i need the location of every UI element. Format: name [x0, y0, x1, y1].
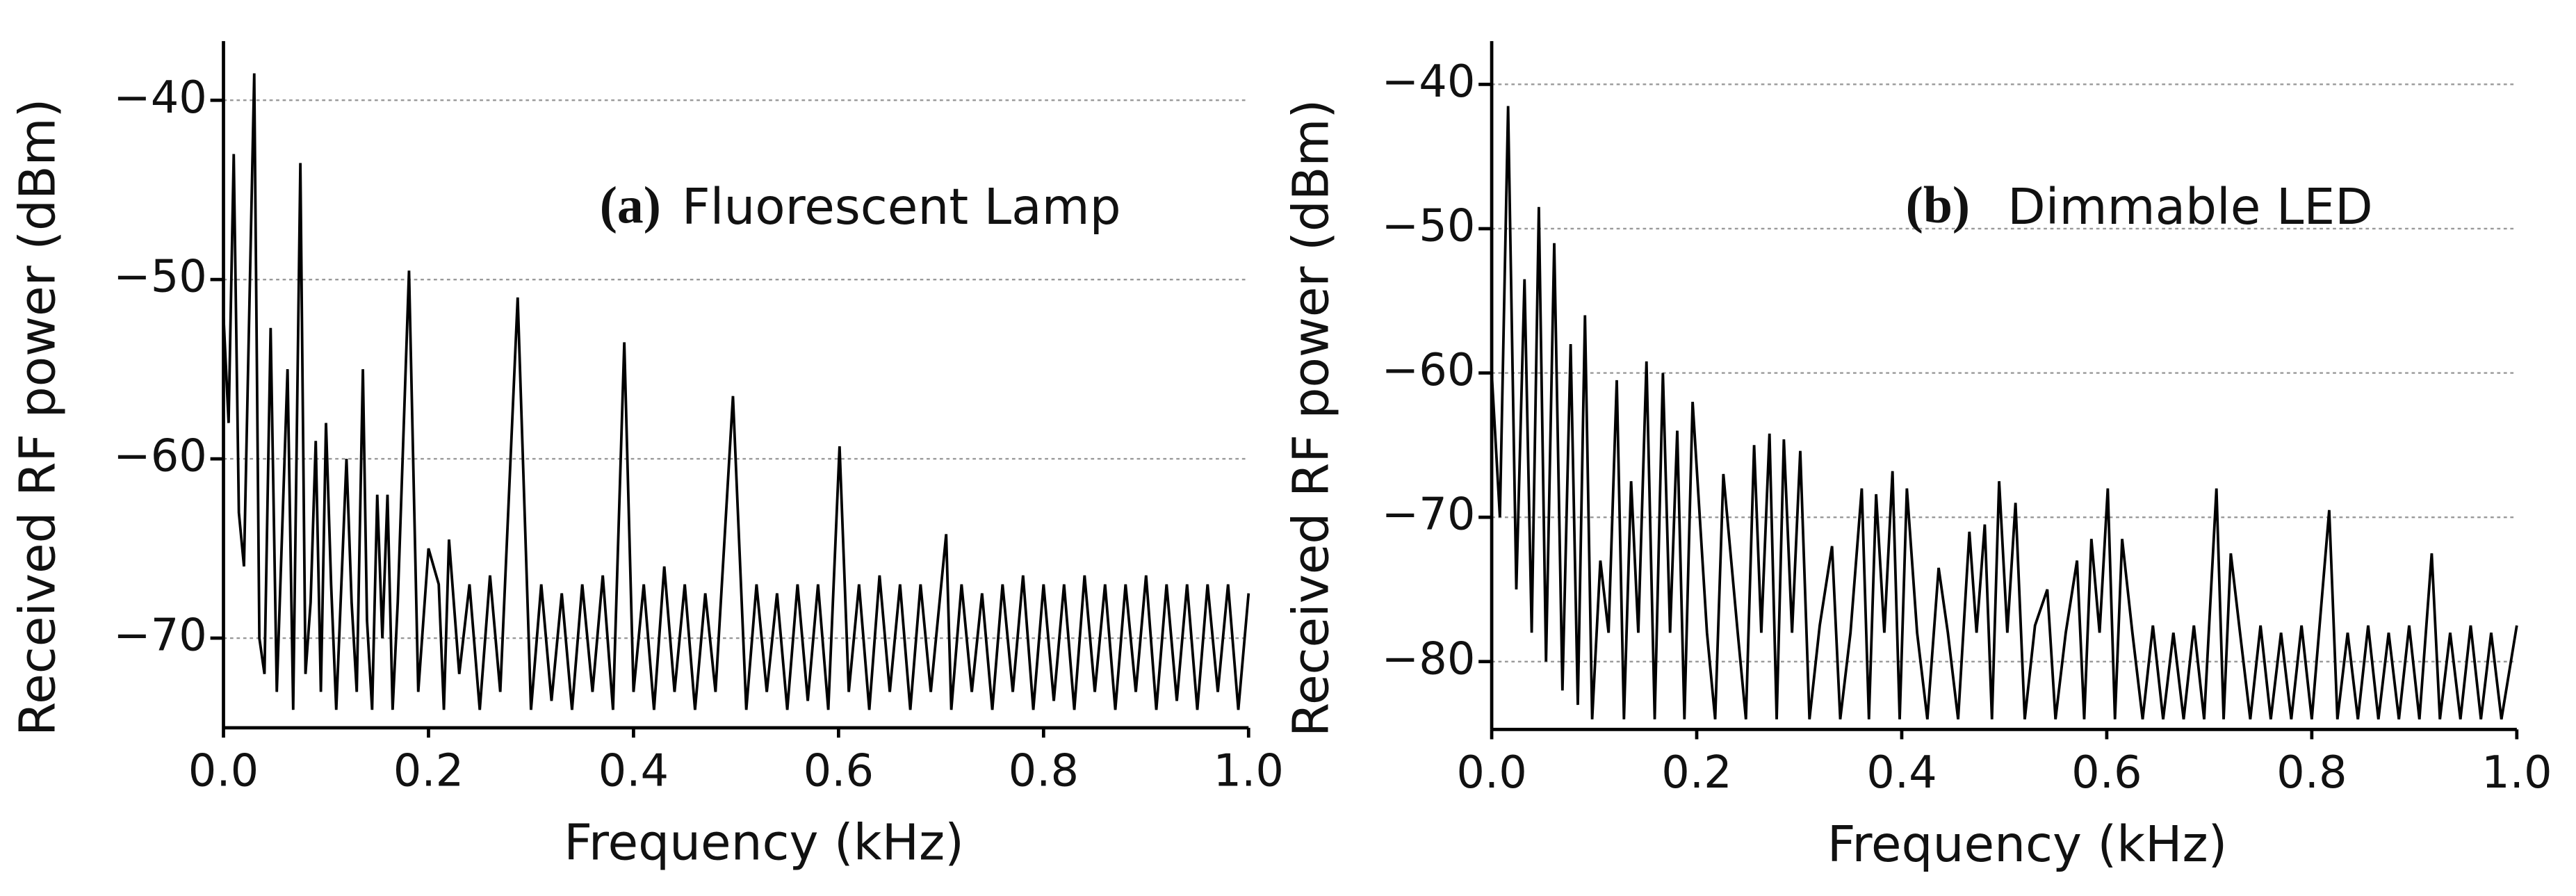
- x-tick-label: 0.2: [1661, 747, 1731, 799]
- y-tick-label: −40: [113, 72, 207, 124]
- y-axis-label: Received RF power (dBm): [9, 99, 67, 736]
- x-tick-label: 0.0: [1456, 747, 1526, 799]
- y-tick-label: −60: [113, 431, 207, 482]
- x-tick-label: 0.4: [598, 746, 669, 797]
- x-tick-label: 0.6: [2071, 747, 2142, 799]
- y-axis-label: Received RF power (dBm): [1282, 99, 1339, 737]
- x-tick-label: 0.0: [188, 746, 259, 797]
- x-tick-label: 1.0: [2481, 747, 2552, 799]
- x-tick-label: 1.0: [1214, 746, 1284, 797]
- y-tick-label: −50: [1382, 201, 1476, 252]
- x-tick-label: 0.8: [1009, 746, 1079, 797]
- y-tick-label: −50: [113, 252, 207, 303]
- x-tick-label: 0.2: [393, 746, 464, 797]
- y-tick-label: −60: [1382, 345, 1476, 396]
- panel-title: Fluorescent Lamp: [682, 178, 1121, 236]
- spectrum-line: [222, 73, 1250, 710]
- x-axis-label: Frequency (kHz): [564, 814, 964, 872]
- y-tick-label: −40: [1382, 56, 1476, 108]
- y-tick-label: −70: [113, 610, 207, 662]
- panel-title: Dimmable LED: [2007, 178, 2373, 236]
- panel-label: (a): [600, 177, 661, 234]
- x-tick-label: 0.4: [1866, 747, 1937, 799]
- spectrum-line: [1490, 106, 2518, 720]
- panel-label: (b): [1906, 177, 1970, 234]
- x-tick-label: 0.8: [2276, 747, 2347, 799]
- x-tick-label: 0.6: [804, 746, 874, 797]
- y-tick-label: −80: [1382, 633, 1476, 685]
- x-axis-label: Frequency (kHz): [1827, 815, 2228, 873]
- y-tick-label: −70: [1382, 489, 1476, 541]
